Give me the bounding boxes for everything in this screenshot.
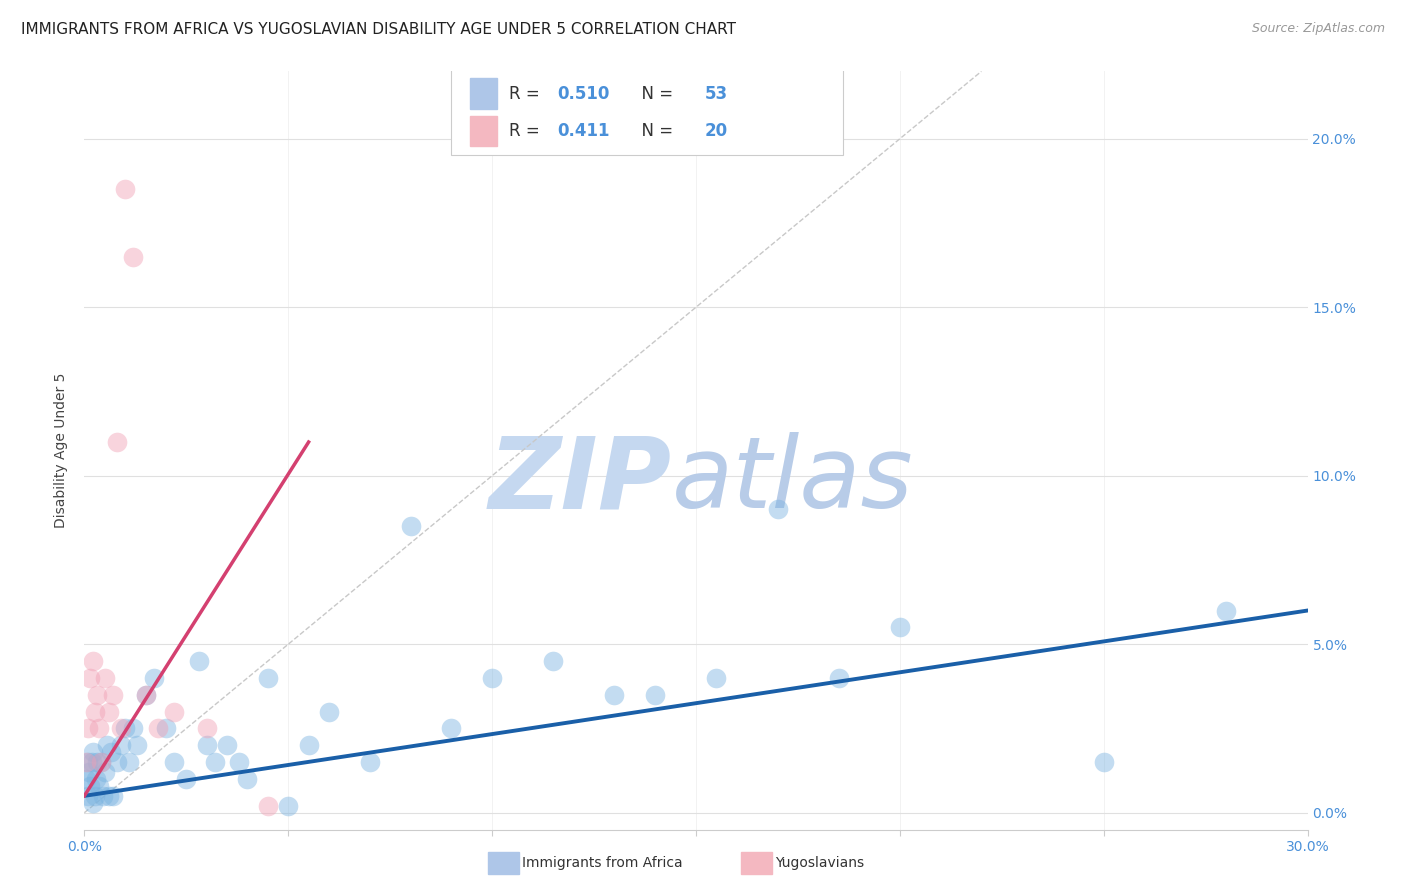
Point bbox=[135, 688, 157, 702]
Point bbox=[440, 722, 463, 736]
Y-axis label: Disability Age Under 5: Disability Age Under 5 bbox=[55, 373, 69, 528]
Point bbox=[80, 755, 103, 769]
Point bbox=[318, 705, 340, 719]
Point bbox=[257, 671, 280, 685]
Text: 20: 20 bbox=[704, 122, 728, 140]
Point bbox=[86, 755, 108, 769]
Point bbox=[100, 745, 122, 759]
Point bbox=[91, 789, 114, 803]
Point bbox=[766, 502, 789, 516]
Point bbox=[359, 755, 381, 769]
FancyBboxPatch shape bbox=[451, 68, 842, 155]
Point bbox=[889, 620, 911, 634]
Point bbox=[90, 755, 112, 769]
Point bbox=[204, 755, 226, 769]
Point bbox=[87, 779, 110, 793]
Point bbox=[298, 739, 321, 753]
Text: Source: ZipAtlas.com: Source: ZipAtlas.com bbox=[1251, 22, 1385, 36]
Point bbox=[228, 755, 250, 769]
Point bbox=[135, 688, 157, 702]
Point bbox=[75, 755, 97, 769]
Point bbox=[644, 688, 666, 702]
Text: atlas: atlas bbox=[672, 433, 912, 529]
Point bbox=[163, 755, 186, 769]
Point bbox=[277, 799, 299, 814]
Point bbox=[77, 789, 100, 803]
Point bbox=[114, 182, 136, 196]
Point bbox=[142, 671, 165, 685]
Text: IMMIGRANTS FROM AFRICA VS YUGOSLAVIAN DISABILITY AGE UNDER 5 CORRELATION CHART: IMMIGRANTS FROM AFRICA VS YUGOSLAVIAN DI… bbox=[21, 22, 737, 37]
Point bbox=[82, 745, 104, 759]
Point bbox=[76, 755, 98, 769]
Point bbox=[83, 789, 105, 803]
Point bbox=[1092, 755, 1115, 769]
Point bbox=[101, 688, 124, 702]
Point bbox=[110, 722, 132, 736]
Text: Yugoslavians: Yugoslavians bbox=[775, 856, 863, 871]
Text: R =: R = bbox=[509, 122, 544, 140]
Text: Immigrants from Africa: Immigrants from Africa bbox=[522, 856, 682, 871]
Point bbox=[399, 519, 422, 533]
Point bbox=[146, 722, 169, 736]
Text: ZIP: ZIP bbox=[488, 433, 672, 529]
Point bbox=[195, 722, 218, 736]
Point bbox=[155, 722, 177, 736]
Point bbox=[79, 779, 101, 793]
Point bbox=[706, 671, 728, 685]
Text: 53: 53 bbox=[704, 85, 728, 103]
Point bbox=[122, 250, 145, 264]
Point bbox=[86, 688, 108, 702]
Point bbox=[217, 739, 239, 753]
Point bbox=[79, 671, 101, 685]
Point bbox=[96, 739, 118, 753]
Point bbox=[257, 799, 280, 814]
Text: R =: R = bbox=[509, 85, 544, 103]
Text: N =: N = bbox=[631, 85, 679, 103]
Point bbox=[163, 705, 186, 719]
Text: 0.510: 0.510 bbox=[558, 85, 610, 103]
Point bbox=[101, 789, 124, 803]
Point bbox=[87, 722, 110, 736]
Point bbox=[93, 765, 115, 780]
Point bbox=[97, 705, 120, 719]
Point bbox=[1215, 603, 1237, 617]
Point bbox=[481, 671, 503, 685]
Point bbox=[195, 739, 218, 753]
Point bbox=[75, 772, 97, 786]
Bar bbox=[470, 78, 496, 109]
Point bbox=[77, 765, 100, 780]
Point bbox=[174, 772, 197, 786]
Point bbox=[187, 654, 209, 668]
Point bbox=[603, 688, 626, 702]
Point bbox=[82, 654, 104, 668]
Point bbox=[93, 671, 115, 685]
Point bbox=[110, 739, 132, 753]
Point bbox=[543, 654, 565, 668]
Point bbox=[82, 796, 104, 810]
Bar bbox=[470, 116, 496, 146]
Point bbox=[828, 671, 851, 685]
Point bbox=[90, 755, 112, 769]
Point bbox=[122, 722, 145, 736]
Point bbox=[127, 739, 149, 753]
Text: 0.411: 0.411 bbox=[558, 122, 610, 140]
Point bbox=[105, 755, 128, 769]
Point bbox=[83, 705, 105, 719]
Point bbox=[84, 772, 107, 786]
Point bbox=[77, 722, 100, 736]
Point bbox=[118, 755, 141, 769]
Point bbox=[114, 722, 136, 736]
Point bbox=[105, 435, 128, 450]
Point bbox=[236, 772, 259, 786]
Text: N =: N = bbox=[631, 122, 679, 140]
Point bbox=[97, 789, 120, 803]
